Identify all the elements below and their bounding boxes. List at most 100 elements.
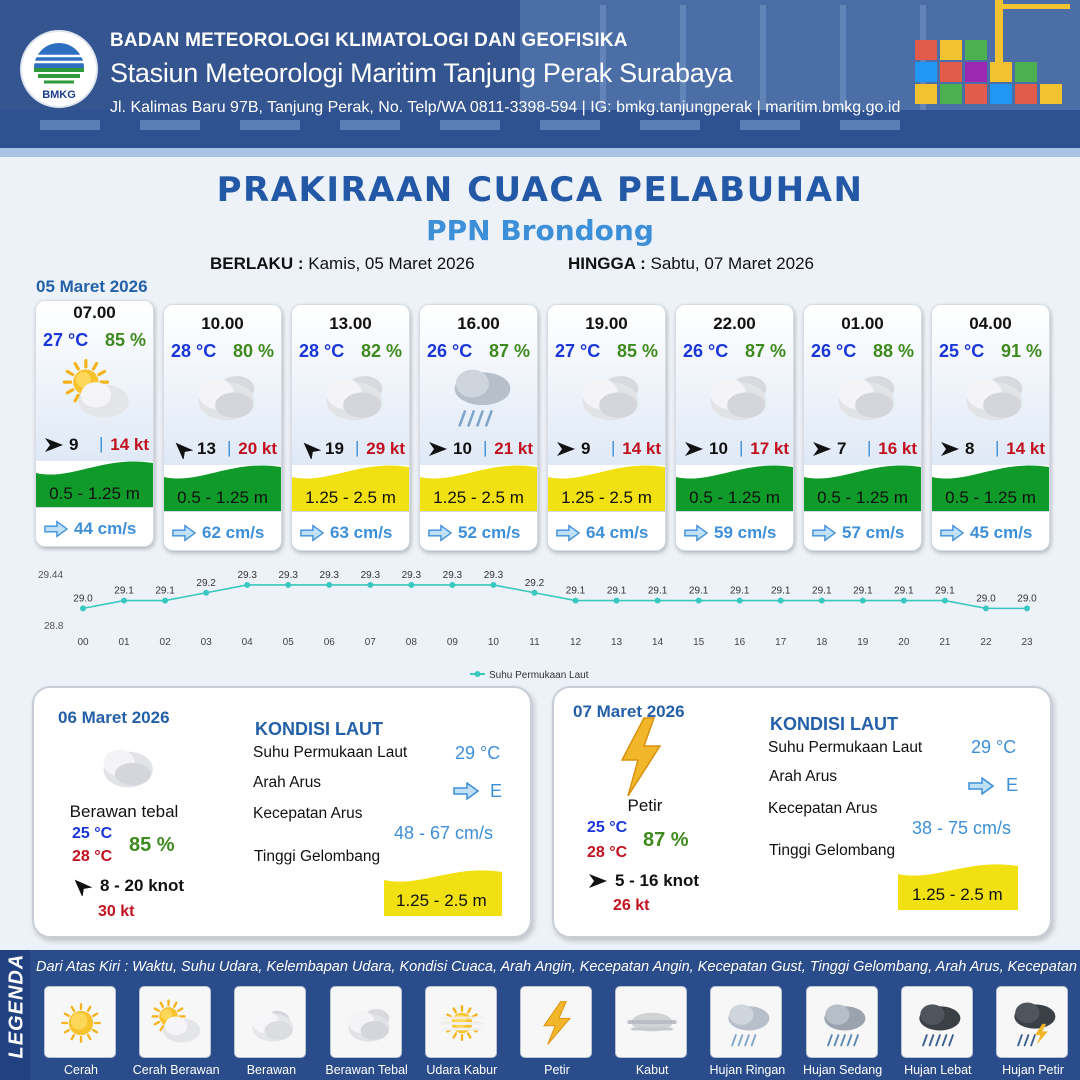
legend-icon-box <box>996 986 1068 1058</box>
current-speed-label: Kecepatan Arus <box>253 805 363 822</box>
wind-direction-arrow-icon <box>429 442 447 456</box>
cerah-icon <box>61 1003 101 1043</box>
sst-data-point <box>941 597 948 604</box>
day-panel-2: 07 Maret 2026 Petir 25 °C 28 °C 87 % 5 -… <box>552 686 1052 938</box>
sst-series-line <box>82 584 1027 610</box>
wind-direction-arrow-icon <box>557 442 575 456</box>
air-temperature: 28 °C <box>299 341 345 361</box>
y-tick-label: 28.8 <box>44 621 64 632</box>
wind-row: 9 | 14 kt <box>41 434 151 456</box>
wind-gust: 20 kt <box>238 439 277 458</box>
legend-icon-box <box>424 986 497 1058</box>
legend-label: Udara Kabur <box>426 1063 498 1077</box>
wave-height-indicator <box>36 461 153 507</box>
wave-height-value: 0.5 - 1.25 m <box>49 484 140 503</box>
wind-row: 7 | 16 kt <box>809 438 919 460</box>
berawan-tebal-icon <box>103 749 153 788</box>
sst-data-label: 29.1 <box>853 586 873 597</box>
air-temperature: 26 °C <box>427 341 473 361</box>
sst-data-point <box>613 597 620 604</box>
wind-speed: 7 <box>837 439 847 458</box>
valid-from: BERLAKU : Kamis, 05 Maret 2026 <box>210 254 475 274</box>
sst-label: Suhu Permukaan Laut <box>768 739 923 756</box>
sst-data-point <box>449 581 456 588</box>
x-tick-label: 16 <box>734 637 746 648</box>
y-tick-label: 29.44 <box>38 570 63 581</box>
sst-data-label: 29.1 <box>812 586 832 597</box>
forecast-date: 05 Maret 2026 <box>36 277 148 296</box>
current-direction-arrow-icon <box>172 524 196 542</box>
wind-speed: 8 <box>965 439 975 458</box>
wind-direction-arrow-icon <box>175 442 193 459</box>
forecast-time: 07.00 <box>73 303 116 322</box>
x-tick-label: 22 <box>980 637 992 648</box>
legend-icon-box <box>900 986 973 1058</box>
sst-chart: 29.44 28.8 29.0 00 29.1 01 29.1 02 29.2 03 29.3 04 2… <box>38 570 1037 681</box>
current-row: 59 cm/s <box>676 515 793 550</box>
sst-data-label: 29.1 <box>648 586 668 597</box>
x-tick-label: 00 <box>77 637 89 648</box>
legend-item: Cerah <box>36 986 126 1080</box>
current-direction-arrow-icon <box>968 777 994 795</box>
legend-label: Kabut <box>635 1063 669 1077</box>
humidity: 85 % <box>104 330 146 350</box>
forecast-card: 22.00 26 °C 87 % 10 | 17 kt 0.5 - 1.25 m… <box>675 304 794 551</box>
current-speed: 63 cm/s <box>330 523 393 542</box>
legend-icon-box <box>329 986 402 1058</box>
sst-data-point <box>408 581 415 588</box>
wind-row: 19 | 29 kt <box>297 438 407 460</box>
sst-data-label: 29.3 <box>320 570 340 581</box>
sst-data-point <box>736 597 743 604</box>
sst-value: 29 °C <box>455 743 501 763</box>
wind-speed: 19 <box>325 439 344 458</box>
wind-direction-arrow-icon <box>941 442 959 456</box>
valid-to-value: Sabtu, 07 Maret 2026 <box>650 254 815 273</box>
x-tick-label: 15 <box>693 637 705 648</box>
current-speed: 62 cm/s <box>202 523 265 542</box>
sst-data-point <box>244 581 251 588</box>
logo-text: BMKG <box>42 89 76 101</box>
sst-data-label: 29.1 <box>689 586 709 597</box>
air-temperature: 28 °C <box>171 341 217 361</box>
wind-direction-arrow-icon <box>74 879 92 896</box>
hujan-lebat-icon <box>919 1004 961 1047</box>
forecast-card: 07.00 27 °C 85 % 9 | 14 kt 0.5 - 1.25 m … <box>35 300 154 547</box>
wind-direction-arrow-icon <box>45 438 63 452</box>
legend-label: Suhu Permukaan Laut <box>489 670 589 681</box>
wind-separator: | <box>355 438 360 457</box>
current-row: 52 cm/s <box>420 515 537 550</box>
humidity: 87 % <box>488 341 530 361</box>
humidity: 82 % <box>360 341 402 361</box>
sst-data-label: 29.3 <box>402 570 422 581</box>
legend-label: Berawan <box>246 1063 297 1077</box>
wave-height-label: Tinggi Gelombang <box>769 842 896 859</box>
sst-data-label: 29.3 <box>278 570 298 581</box>
legend-item: Cerah Berawan <box>131 986 221 1080</box>
day-date: 07 Maret 2026 <box>573 702 685 721</box>
wave-height-indicator <box>932 465 1049 511</box>
x-tick-label: 10 <box>488 637 500 648</box>
port-name: PPN Brondong <box>426 214 654 247</box>
condition-label: Petir <box>627 796 663 815</box>
sst-data-point <box>654 597 661 604</box>
sst-data-label: 29.2 <box>525 578 545 589</box>
sst-data-label: 29.0 <box>1017 593 1037 604</box>
current-speed-value: 48 - 67 cm/s <box>394 823 494 843</box>
sst-data-label: 29.1 <box>771 586 791 597</box>
legend-label: Petir <box>544 1063 570 1077</box>
forecast-time: 10.00 <box>201 314 244 333</box>
wave-height-indicator <box>898 864 1018 910</box>
wave-height-indicator <box>676 465 793 511</box>
legend-label: Berawan Tebal <box>325 1063 408 1077</box>
berawan-tebal-icon <box>838 376 895 421</box>
port-illustration <box>0 0 1080 157</box>
x-tick-label: 01 <box>118 637 130 648</box>
sst-data-point <box>982 605 989 612</box>
forecast-card: 19.00 27 °C 85 % 9 | 14 kt 1.25 - 2.5 m … <box>547 304 666 551</box>
wind-separator: | <box>483 438 488 457</box>
wind-row: 13 | 20 kt <box>169 438 279 460</box>
legend-icon-box <box>44 986 116 1058</box>
x-tick-label: 18 <box>816 637 828 648</box>
sst-label: Suhu Permukaan Laut <box>253 744 408 761</box>
sst-data-point <box>531 589 538 596</box>
